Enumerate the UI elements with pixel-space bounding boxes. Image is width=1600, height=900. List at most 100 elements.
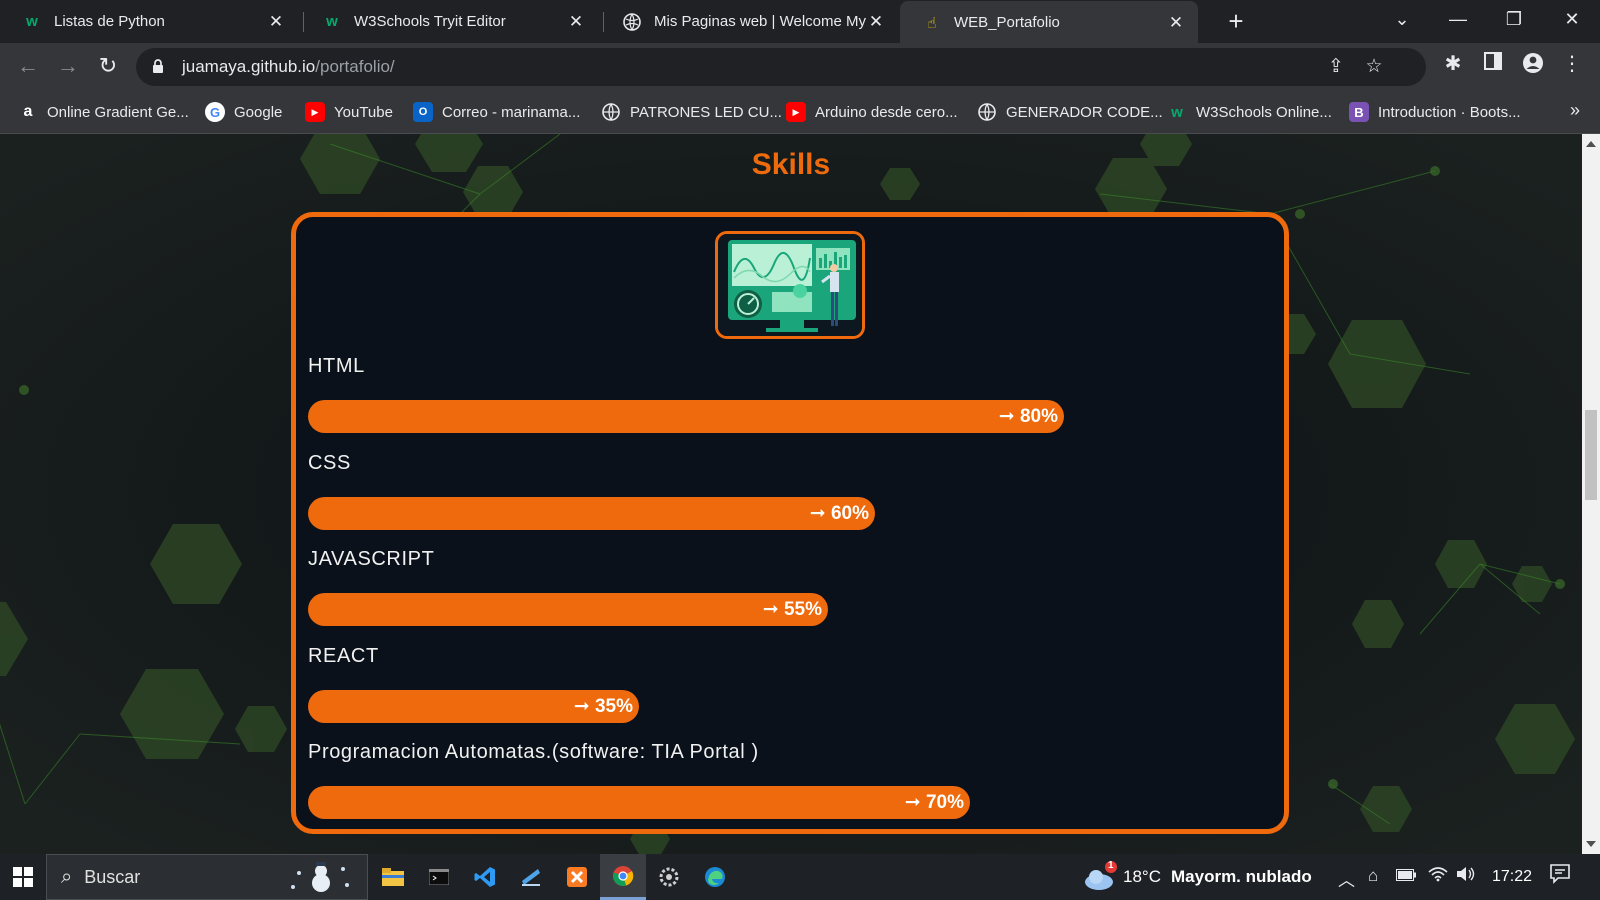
bookmark-label: YouTube [334,103,393,121]
file-explorer-icon[interactable] [370,854,416,900]
youtube-icon: ▶ [305,102,325,122]
w3schools-icon: w [326,13,338,30]
search-placeholder: Buscar [84,866,141,887]
bookmark-label: GENERADOR CODE... [1006,103,1163,121]
share-icon[interactable]: ⇪ [1328,56,1344,77]
close-icon[interactable]: ✕ [568,11,584,31]
settings-gear-icon[interactable] [646,854,692,900]
weather-condition[interactable]: Mayorm. nublado [1171,867,1312,886]
star-icon[interactable]: ☆ [1365,56,1383,77]
skill-label-react: REACT [308,645,379,667]
skill-bar-javascript: ➞ 55% [308,593,828,626]
lock-icon[interactable] [152,59,166,75]
back-arrow-icon[interactable]: ← [17,53,39,78]
google-icon: G [205,102,225,122]
side-panel-icon[interactable] [1480,52,1506,78]
bookmark-bootstrap-intro[interactable]: B Introduction · Boots... [1349,90,1521,134]
windows-taskbar: ⌕ Buscar 1 18°C Mayorm. nublado ︿ ⌂ [0,854,1600,900]
close-icon[interactable]: ✕ [868,11,884,31]
youtube-icon: ▶ [786,102,806,122]
bookmark-label: Arduino desde cero... [815,103,958,121]
bookmark-label: Correo - marinama... [442,103,581,121]
tab-title: WEB_Portafolio [954,14,1060,31]
tab-listas-python[interactable]: w Listas de Python ✕ [0,0,298,43]
battery-icon[interactable] [1396,866,1416,886]
terminal-icon[interactable] [416,854,462,900]
skill-label-css: CSS [308,452,351,474]
skill-percent-react: ➞ 35% [573,696,633,717]
xampp-icon[interactable] [554,854,600,900]
bookmark-w3schools-online[interactable]: w W3Schools Online... [1167,90,1332,134]
w3schools-icon: w [1171,103,1183,121]
address-bar[interactable]: juamaya.github.io/portafolio/ ⇪ ☆ [136,48,1426,86]
skill-percent-javascript: ➞ 55% [762,599,822,620]
meet-now-icon[interactable]: ⌂ [1368,866,1379,885]
skill-label-html: HTML [308,355,365,377]
bookmark-label: Online Gradient Ge... [47,103,189,121]
bookmark-label: Introduction · Boots... [1378,103,1521,121]
skill-percent-html: ➞ 80% [998,406,1058,427]
close-icon[interactable]: ✕ [268,11,284,31]
bookmark-label: Google [234,103,283,121]
w3schools-icon: w [26,13,38,30]
bookmark-patrones-led[interactable]: PATRONES LED CU... [601,90,782,134]
outlook-icon: O [413,102,433,122]
chrome-icon[interactable] [600,854,646,900]
scroll-up-icon[interactable] [1586,141,1596,147]
window-close-icon[interactable]: ✕ [1564,9,1580,29]
weather-cloud-icon[interactable]: 1 [1083,860,1117,897]
tab-web-portafolio[interactable]: ☝ WEB_Portafolio ✕ [900,1,1198,44]
globe-icon [601,102,621,122]
globe-icon [622,12,642,32]
weather-temperature[interactable]: 18°C [1123,867,1161,886]
skills-illustration-image [715,231,865,339]
bookmark-correo[interactable]: O Correo - marinama... [413,90,580,134]
globe-icon [977,102,997,122]
windows-start-icon[interactable] [0,854,46,900]
close-icon[interactable]: ✕ [1168,12,1184,32]
scrollbar-thumb[interactable] [1585,410,1597,500]
chevron-up-icon[interactable]: ︿ [1338,871,1355,890]
page-viewport: Skills [0,134,1582,854]
skills-card: HTML ➞ 80% CSS ➞ 60% JAVASCRIPT ➞ 55% RE… [291,212,1289,834]
vscode-icon[interactable] [462,854,508,900]
scroll-down-icon[interactable] [1586,841,1596,847]
bookmark-google[interactable]: G Google [205,90,282,134]
skill-percent-automatas: ➞ 70% [904,792,964,813]
tab-title: W3Schools Tryit Editor [354,13,506,30]
bookmark-youtube[interactable]: ▶ YouTube [305,90,393,134]
extensions-icon[interactable]: ✱ [1444,53,1462,75]
volume-icon[interactable] [1456,866,1476,887]
bookmark-label: PATRONES LED CU... [630,103,782,121]
skill-percent-css: ➞ 60% [809,503,869,524]
edge-icon[interactable] [692,854,738,900]
browser-toolbar: ← → ↻ juamaya.github.io/portafolio/ ⇪ ☆ … [0,43,1600,90]
bookmark-generador-code[interactable]: GENERADOR CODE... [977,90,1163,134]
notifications-icon[interactable] [1550,864,1570,889]
minimize-icon[interactable]: — [1449,9,1467,29]
skills-section-title: Skills [751,148,831,181]
taskbar-search-input[interactable]: ⌕ Buscar [46,854,368,900]
bookmark-online-gradient[interactable]: a Online Gradient Ge... [18,90,189,134]
bookmark-label: W3Schools Online... [1196,103,1332,121]
page-scrollbar[interactable] [1582,134,1600,854]
address-url: juamaya.github.io/portafolio/ [182,57,395,76]
tab-mis-paginas[interactable]: Mis Paginas web | Welcome My ✕ [600,0,898,43]
bookmark-arduino[interactable]: ▶ Arduino desde cero... [786,90,958,134]
app-launcher-icon[interactable] [508,854,554,900]
search-icon: ⌕ [61,865,73,888]
wifi-icon[interactable] [1428,866,1448,887]
snowman-search-highlight-icon [291,862,349,892]
bookmarks-bar: a Online Gradient Ge... G Google ▶ YouTu… [0,90,1600,134]
more-menu-icon[interactable]: ⋮ [1562,53,1582,75]
plus-icon[interactable]: + [1228,6,1244,36]
bookmarks-overflow-icon[interactable]: » [1569,100,1580,120]
forward-arrow-icon[interactable]: → [57,53,79,78]
clock[interactable]: 17:22 [1492,868,1533,885]
weather-badge: 1 [1108,860,1114,871]
restore-icon[interactable]: ❐ [1505,9,1523,29]
tab-w3schools-tryit[interactable]: w W3Schools Tryit Editor ✕ [300,0,598,43]
chevron-down-icon[interactable]: ⌄ [1394,9,1410,29]
profile-avatar-icon[interactable] [1520,52,1546,78]
reload-icon[interactable]: ↻ [98,53,118,78]
